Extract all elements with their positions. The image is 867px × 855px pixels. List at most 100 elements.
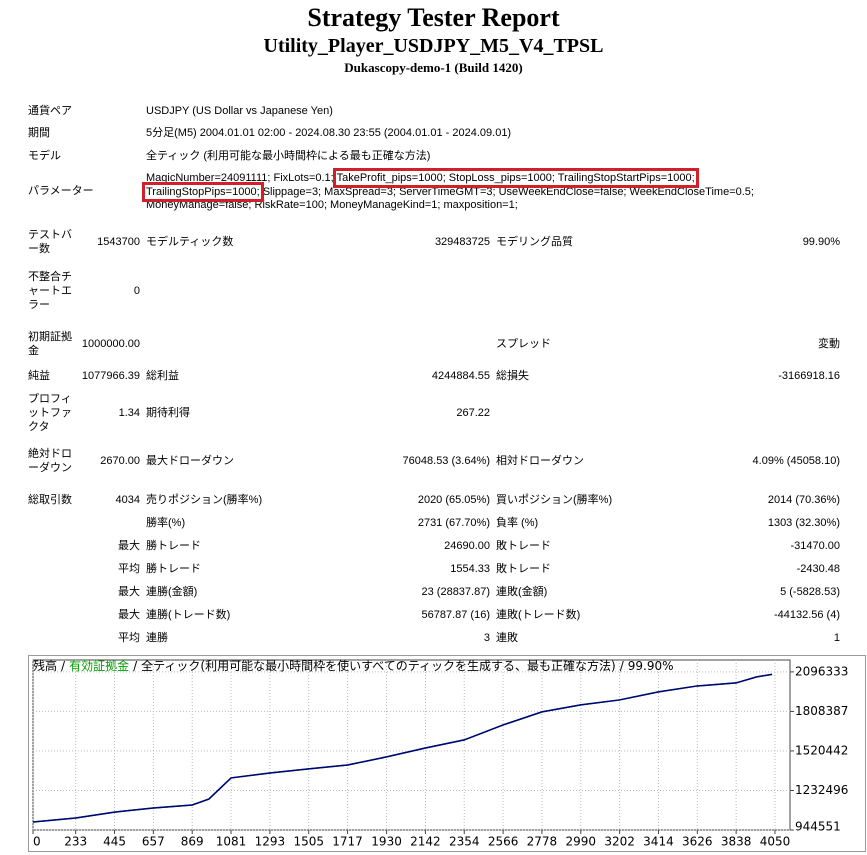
x-tick-label: 3202 bbox=[604, 835, 635, 849]
stat-value: 最大 bbox=[118, 540, 140, 552]
y-tick-label: 1808387 bbox=[795, 704, 848, 718]
legend: 残高 / 有効証拠金 / 全ティック(利用可能な最小時間枠を使いすべてのティックを生成す… bbox=[33, 658, 674, 673]
x-tick-label: 1717 bbox=[332, 835, 363, 849]
x-tick-label: 2778 bbox=[527, 835, 558, 849]
stats-row: 平均 勝トレード 1554.33 敗トレード -2430.48 bbox=[0, 560, 867, 578]
legend-entry: 残高 bbox=[33, 658, 57, 673]
stat-value: 76048.53 (3.64%) bbox=[402, 455, 490, 467]
legend-quality: 99.90% bbox=[628, 659, 674, 673]
x-tick-label: 2142 bbox=[410, 835, 441, 849]
stat-label: 連敗(金額) bbox=[496, 586, 548, 598]
stat-label: 敗トレード bbox=[496, 563, 551, 575]
stat-value: 1543700 bbox=[97, 235, 140, 248]
stat-value: 4244884.55 bbox=[431, 370, 490, 382]
info-value: USDJPY (US Dollar vs Japanese Yen) bbox=[146, 105, 333, 117]
stat-value: -2430.48 bbox=[796, 563, 840, 575]
stat-value: 1554.33 bbox=[450, 563, 490, 575]
stat-label: テストバー数 bbox=[28, 228, 72, 255]
stat-label: 負率 (%) bbox=[496, 517, 539, 529]
stat-value: 1 bbox=[833, 632, 840, 644]
stat-label: 総利益 bbox=[146, 370, 179, 382]
x-tick-label: 3838 bbox=[721, 835, 752, 849]
info-label: 通貨ペア bbox=[28, 105, 72, 117]
stat-value: -3166918.16 bbox=[778, 370, 840, 382]
x-tick-label: 2566 bbox=[488, 835, 519, 849]
stats-row: 最大 連勝(金額) 23 (28837.87) 連敗(金額) 5 (-5828.53) bbox=[0, 583, 867, 601]
x-tick-label: 1293 bbox=[255, 835, 286, 849]
param-label: パラメーター bbox=[28, 185, 94, 197]
x-tick-label: 1081 bbox=[216, 835, 247, 849]
stats-row: 総取引数 4034 売りポジション(勝率%) 2020 (65.05%) 買いポジション… bbox=[0, 491, 867, 509]
x-tick-label: 2990 bbox=[566, 835, 597, 849]
stat-value: 23 (28837.87) bbox=[421, 586, 491, 598]
series-line bbox=[32, 673, 773, 823]
stat-label: 連勝(トレード数) bbox=[146, 609, 231, 621]
legend-separator: / bbox=[133, 659, 138, 673]
y-tick-label: 1520442 bbox=[795, 743, 848, 757]
stat-value: 56787.87 (16) bbox=[421, 609, 491, 621]
param-after: Slippage=3; MaxSpread=3; ServerTimeGMT=3… bbox=[146, 185, 754, 212]
info-value: 全ティック (利用可能な最小時間枠による最も正確な方法) bbox=[146, 150, 431, 162]
stats-row: プロフィットファクタ 1.34 期待利得 267.22 bbox=[0, 388, 867, 438]
legend-model: 全ティック(利用可能な最小時間枠を使いすべてのティックを生成する、最も正確な方法… bbox=[141, 658, 616, 673]
stat-label: プロフィットファクタ bbox=[28, 393, 72, 433]
equity-chart: 944551 1232496 1520442 1808387 2096333 0 233 44… bbox=[28, 655, 866, 852]
stat-value: 1303 (32.30%) bbox=[767, 517, 840, 529]
stats-row: 最大 連勝(トレード数) 56787.87 (16) 連敗(トレード数) -44132.… bbox=[0, 606, 867, 624]
stats-row: 不整合チャートエラー 0 bbox=[0, 262, 867, 320]
stats-row: 勝率(%) 2731 (67.70%) 負率 (%) 1303 (32.30%) bbox=[0, 514, 867, 532]
stat-label: 最大ドローダウン bbox=[146, 455, 234, 467]
legend-entry: 有効証拠金 bbox=[69, 658, 129, 673]
stat-value: 2670.00 bbox=[100, 455, 140, 467]
y-tick-label: 1232496 bbox=[795, 783, 848, 797]
legend-separator: / bbox=[620, 659, 625, 673]
legend-separator: / bbox=[61, 659, 66, 673]
stat-label: 勝率(%) bbox=[146, 517, 186, 529]
stat-label: 連勝(金額) bbox=[146, 586, 198, 598]
stat-label: 不整合チャートエラー bbox=[28, 271, 72, 311]
stat-label: 連敗 bbox=[496, 632, 518, 644]
stats-row: 平均 連勝 3 連敗 1 bbox=[0, 629, 867, 647]
stat-value: 4.09% (45058.10) bbox=[752, 455, 840, 467]
chart-frame bbox=[28, 655, 866, 852]
x-tick-label: 3414 bbox=[643, 835, 674, 849]
stat-value: 1.34 bbox=[118, 407, 140, 419]
stat-label: 初期証拠金 bbox=[28, 330, 72, 357]
x-tick-label: 0 bbox=[33, 835, 41, 849]
info-label: 期間 bbox=[28, 127, 50, 139]
stat-label: 総取引数 bbox=[28, 494, 72, 506]
stat-value: 267.22 bbox=[456, 407, 490, 419]
x-tick-label: 3626 bbox=[682, 835, 713, 849]
info-value: 5分足(M5) 2004.01.01 02:00 - 2024.08.30 23… bbox=[146, 127, 512, 139]
stat-value: 3 bbox=[483, 632, 490, 644]
stat-value: 最大 bbox=[118, 609, 140, 621]
stat-value: -44132.56 (4) bbox=[773, 609, 840, 621]
stat-label: 買いポジション(勝率%) bbox=[496, 494, 613, 506]
stats-row: 初期証拠金 1000000.00 スプレッド 変動 bbox=[0, 327, 867, 360]
stats-row: 絶対ドローダウン 2670.00 最大ドローダウン 76048.53 (3.64%) 相… bbox=[0, 444, 867, 478]
report-subtitle: Utility_Player_USDJPY_M5_V4_TPSL bbox=[263, 35, 604, 57]
stat-value: 2014 (70.36%) bbox=[767, 494, 840, 506]
param-before: MagicNumber=24091111; FixLots=0.1; bbox=[146, 172, 334, 184]
y-tick-label: 944551 bbox=[795, 820, 841, 834]
param-text: MagicNumber=24091111; FixLots=0.1; TakeP… bbox=[142, 168, 806, 213]
stat-value: 329483725 bbox=[434, 235, 490, 248]
stat-label: 敗トレード bbox=[496, 540, 551, 552]
info-label: モデル bbox=[28, 150, 61, 162]
stat-label: 連勝 bbox=[146, 632, 168, 644]
stat-value: 平均 bbox=[118, 563, 140, 575]
y-tick-label: 2096333 bbox=[795, 664, 848, 678]
x-tick-label: 1505 bbox=[293, 835, 324, 849]
stat-value: 1000000.00 bbox=[81, 337, 140, 350]
server: Dukascopy-demo-1 (Build 1420) bbox=[344, 60, 523, 75]
stat-value: 5 (-5828.53) bbox=[780, 586, 840, 598]
stat-label: 勝トレード bbox=[146, 540, 201, 552]
x-tick-label: 4050 bbox=[760, 835, 791, 849]
stat-value: 平均 bbox=[118, 632, 140, 644]
stat-value: 1077966.39 bbox=[81, 370, 140, 382]
x-tick-label: 657 bbox=[142, 835, 165, 849]
stat-label: 絶対ドローダウン bbox=[28, 448, 72, 474]
stats-row: 純益 1077966.39 総利益 4244884.55 総損失 -3166918.16 bbox=[0, 367, 867, 385]
x-tick-label: 1930 bbox=[371, 835, 402, 849]
stat-value: 99.90% bbox=[802, 235, 840, 248]
